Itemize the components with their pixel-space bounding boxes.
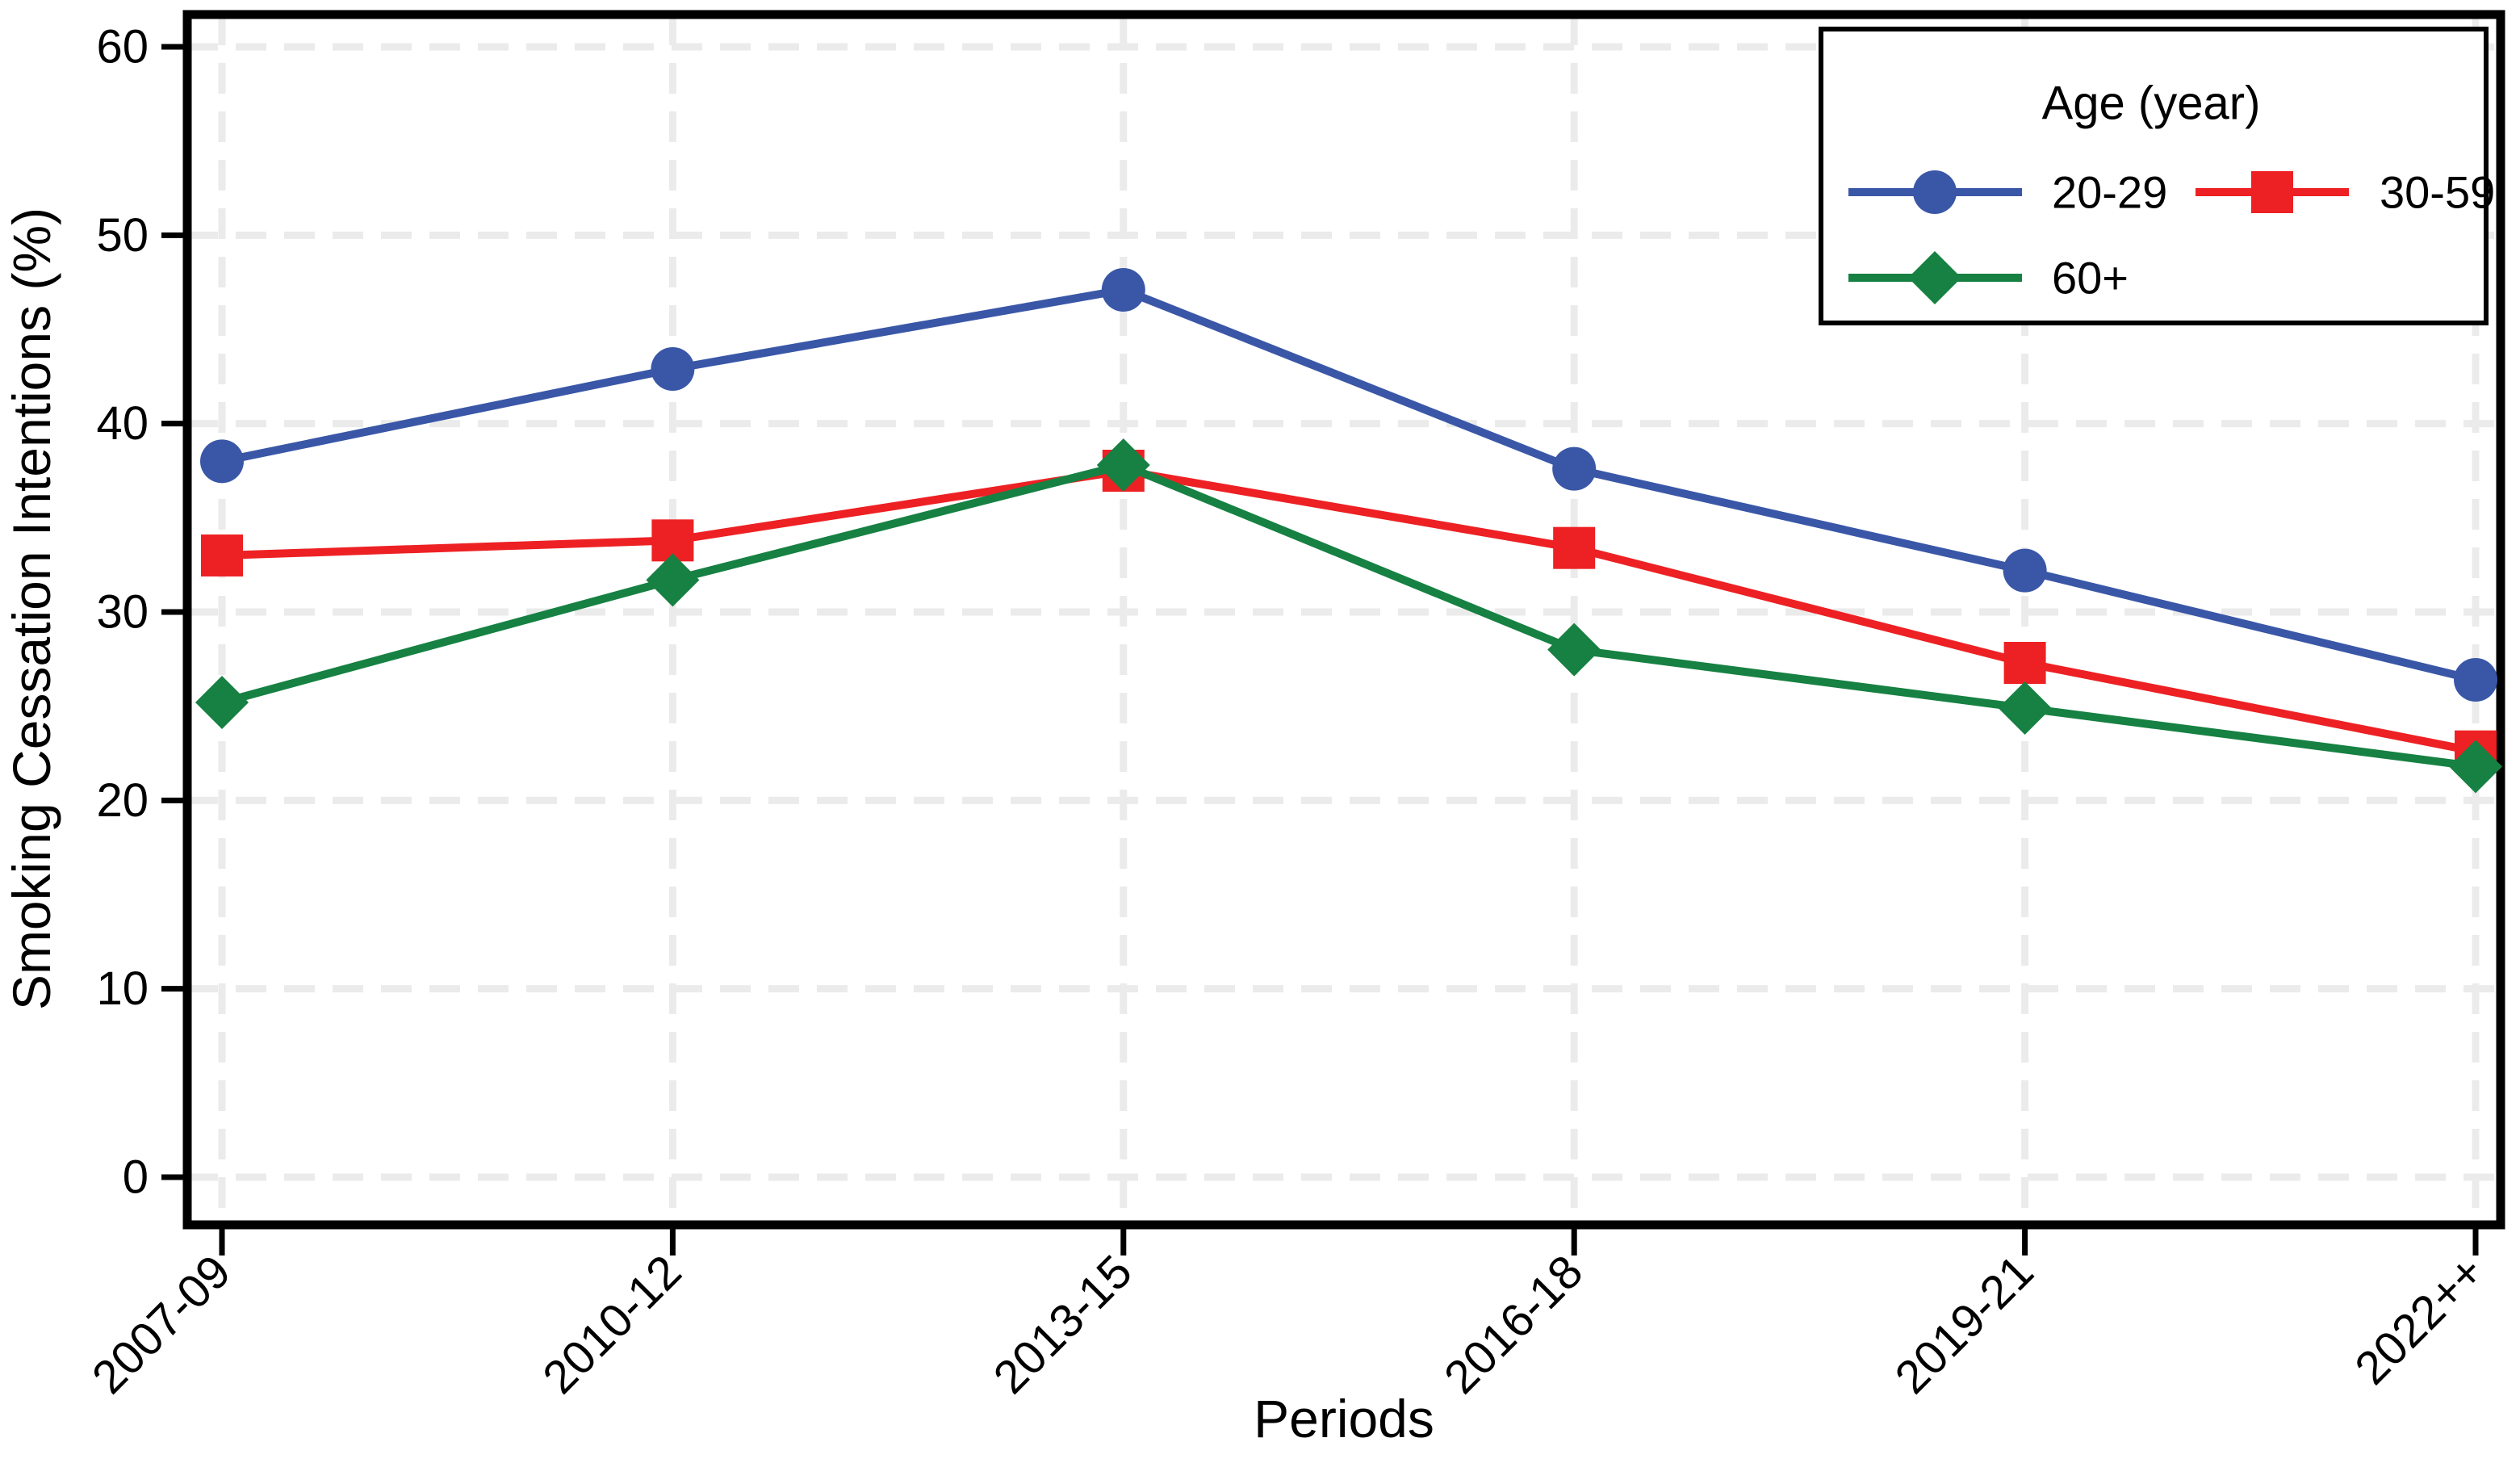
marker-20-29-2022++ — [2454, 658, 2497, 702]
marker-60+-2022++ — [2449, 740, 2502, 794]
series-line-30-59 — [221, 467, 2476, 756]
marker-30-59-2019-21 — [2003, 642, 2046, 685]
marker-60+-2019-21 — [1998, 681, 2052, 736]
legend-entry-30-59: 30-59 — [2196, 167, 2495, 218]
marker-60+-2010-12 — [646, 553, 700, 607]
y-axis: 0 10 20 30 40 50 60 — [96, 21, 183, 1204]
legend-marker-20-29 — [1913, 170, 1957, 214]
y-tick-label: 0 — [123, 1151, 149, 1204]
marker-20-29-2016-18 — [1552, 446, 1597, 491]
legend-label: 60+ — [2052, 253, 2129, 304]
y-tick-label: 30 — [96, 586, 149, 639]
series-60+ — [195, 438, 2502, 794]
y-tick-label: 50 — [96, 209, 149, 262]
marker-20-29-2013-15 — [1101, 268, 1145, 312]
y-axis-title: Smoking Cessation Intentions (%) — [2, 208, 61, 1010]
marker-30-59-2007-09 — [201, 534, 243, 577]
series-20-29 — [200, 268, 2497, 702]
legend-marker-60+ — [1908, 251, 1961, 304]
marker-30-59-2016-18 — [1553, 526, 1596, 569]
series-30-59 — [201, 450, 2497, 773]
marker-20-29-2010-12 — [651, 347, 695, 392]
legend-label: 30-59 — [2380, 167, 2495, 218]
marker-60+-2013-15 — [1096, 438, 1150, 493]
y-tick-label: 10 — [96, 962, 149, 1015]
plot-frame — [182, 10, 2505, 1230]
legend-entry-20-29: 20-29 — [1848, 167, 2167, 218]
legend-entry-60+: 60+ — [1848, 251, 2129, 304]
legend-marker-30-59 — [2251, 171, 2293, 213]
legend-title: Age (year) — [2042, 78, 2261, 130]
marker-60+-2007-09 — [195, 676, 249, 730]
series-line-60+ — [220, 461, 2476, 771]
legend: Age (year) 20-29 30-59 60+ — [1819, 27, 2495, 325]
marker-60+-2016-18 — [1547, 623, 1601, 677]
y-tick-label: 60 — [96, 21, 149, 73]
y-tick-label: 40 — [96, 397, 149, 450]
marker-20-29-2019-21 — [2003, 548, 2047, 593]
marker-20-29-2007-09 — [200, 439, 244, 484]
series-line-20-29 — [220, 286, 2477, 684]
y-tick-label: 20 — [96, 774, 149, 827]
legend-label: 20-29 — [2052, 167, 2167, 218]
x-axis-title: Periods — [1254, 1389, 1434, 1448]
